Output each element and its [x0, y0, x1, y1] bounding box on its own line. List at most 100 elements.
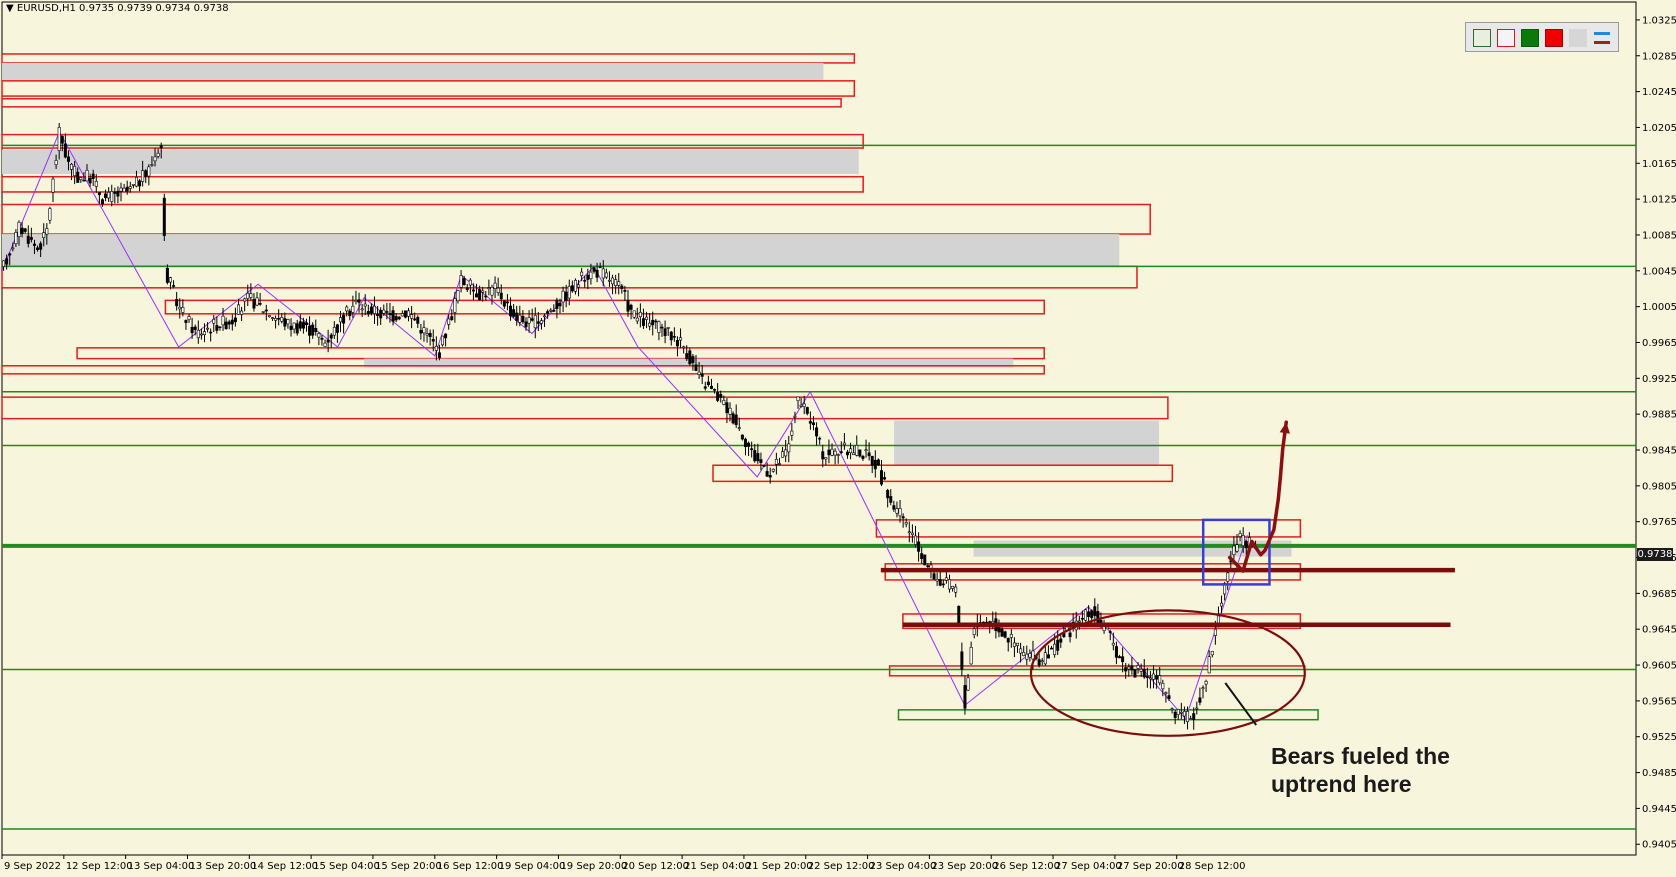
candle [873, 450, 877, 478]
candle [270, 316, 274, 321]
candle-body [512, 309, 516, 317]
candle [555, 297, 559, 319]
candle [283, 312, 287, 331]
candle-body [1161, 682, 1165, 690]
candle [54, 154, 58, 169]
line-style-red-icon [1594, 41, 1610, 44]
candle [471, 283, 475, 300]
candle [82, 172, 86, 182]
candle [39, 241, 43, 258]
candle [1006, 637, 1010, 652]
x-tick-label: 27 Sep 20:00 [1117, 861, 1184, 872]
candle-body [604, 272, 608, 278]
candle [178, 298, 182, 319]
candle [543, 313, 547, 327]
candle [354, 290, 358, 305]
candle [876, 458, 880, 467]
candle-body [289, 325, 293, 330]
candle [505, 294, 509, 311]
bear-fill-color-button[interactable] [1545, 29, 1563, 47]
candle-body [29, 237, 33, 240]
x-tick-label: 13 Sep 04:00 [128, 861, 195, 872]
candle-body [373, 305, 377, 314]
bull-fill-color-button[interactable] [1521, 29, 1539, 47]
candle-body [1133, 669, 1137, 678]
candle [1192, 707, 1196, 730]
bear-candle-color-button[interactable] [1497, 29, 1515, 47]
y-tick-label: 0.9965 [1642, 338, 1676, 349]
candle-body [623, 289, 627, 292]
candle-body [586, 274, 590, 280]
candle-body [394, 316, 398, 321]
candle-body [573, 279, 577, 292]
candle-body [172, 285, 176, 287]
candle-body [66, 156, 70, 162]
candle [193, 324, 197, 336]
candle-body [1244, 541, 1248, 549]
candle-body [17, 221, 21, 237]
candle [444, 333, 448, 347]
candle [611, 274, 615, 295]
candle-body [249, 293, 253, 298]
candle [703, 381, 707, 391]
candle [685, 345, 689, 361]
candle [317, 332, 321, 346]
candle-body [434, 346, 438, 351]
candle [910, 524, 914, 543]
candle [709, 378, 713, 390]
zigzag-line [1, 130, 1248, 720]
candle-body [607, 279, 611, 282]
candle-body [1155, 675, 1159, 680]
candle [156, 148, 160, 159]
background-color-button[interactable] [1569, 29, 1587, 47]
candle [94, 174, 98, 193]
candle-body [57, 127, 61, 151]
candle-body [1195, 707, 1199, 710]
bull-candle-color-button[interactable] [1473, 29, 1491, 47]
candle-body [815, 427, 819, 437]
candle-body [651, 319, 655, 326]
candle-body [1111, 642, 1115, 646]
candle [342, 312, 346, 334]
candle-body [311, 324, 315, 336]
x-tick-label: 20 Sep 12:00 [622, 861, 689, 872]
candle-body [836, 454, 840, 456]
line-style-button[interactable] [1593, 29, 1611, 47]
candle-body [583, 280, 587, 282]
candle [91, 169, 95, 187]
candle [913, 525, 917, 548]
candle-body [141, 170, 145, 182]
candle-body [533, 315, 537, 329]
candle [243, 297, 247, 312]
candle-body [580, 271, 584, 277]
candle-body [818, 437, 822, 440]
line-style-blue-icon [1594, 32, 1610, 35]
candle-body [1050, 647, 1054, 650]
candle [286, 318, 290, 329]
candle-body [128, 186, 132, 189]
candle [339, 310, 343, 333]
candle [530, 308, 534, 322]
candle-body [465, 287, 469, 290]
candle-body [116, 190, 120, 197]
candle [598, 262, 602, 269]
candle-body [366, 311, 370, 315]
candle [110, 184, 114, 207]
candle [73, 161, 77, 185]
candle-body [382, 309, 386, 314]
candle-body [1077, 620, 1081, 623]
candle-body [360, 308, 364, 311]
drawings-layer [880, 420, 1455, 737]
candle-body [808, 421, 812, 424]
candle-body [734, 414, 738, 426]
candle-body [750, 448, 754, 450]
candle-body [917, 541, 921, 552]
candle-body [1121, 656, 1125, 663]
candle-body [178, 306, 182, 310]
candle [567, 279, 571, 306]
candle [1003, 630, 1007, 639]
candle-body [536, 321, 540, 324]
y-tick-label: 0.9685 [1642, 589, 1676, 600]
projection-arrow-path [1227, 420, 1288, 573]
